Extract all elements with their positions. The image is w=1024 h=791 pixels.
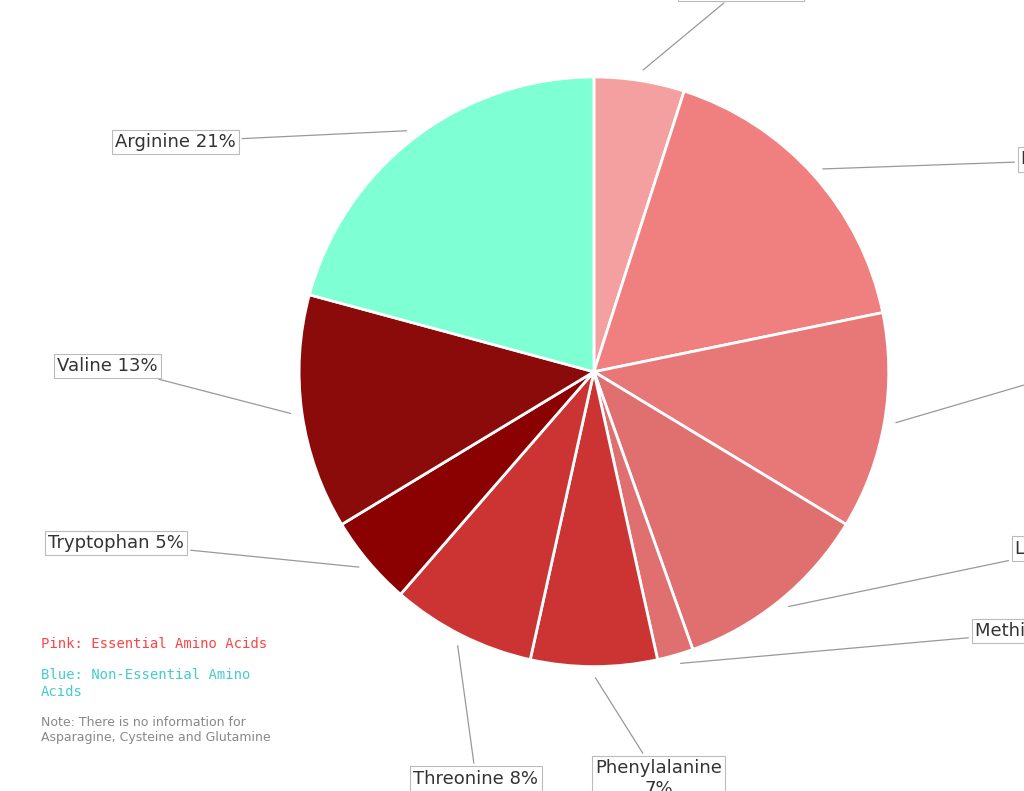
Text: Phenylalanine
7%: Phenylalanine 7% <box>595 678 722 791</box>
Wedge shape <box>594 372 693 660</box>
Text: Leucine 12%: Leucine 12% <box>896 357 1024 422</box>
Text: Isoleucine 17%: Isoleucine 17% <box>823 150 1024 169</box>
Wedge shape <box>309 77 594 372</box>
Text: Histidine 5 %: Histidine 5 % <box>643 0 801 70</box>
Text: Threonine 8%: Threonine 8% <box>414 645 539 788</box>
Wedge shape <box>400 372 594 660</box>
Text: Lysine 11%: Lysine 11% <box>788 539 1024 607</box>
Text: Methionine 2%: Methionine 2% <box>681 623 1024 664</box>
Wedge shape <box>594 372 846 649</box>
Wedge shape <box>594 91 883 372</box>
Text: Blue: Non-Essential Amino
Acids: Blue: Non-Essential Amino Acids <box>41 668 250 698</box>
Wedge shape <box>530 372 657 667</box>
Text: Pink: Essential Amino Acids: Pink: Essential Amino Acids <box>41 637 267 651</box>
Wedge shape <box>299 295 594 524</box>
Text: Tryptophan 5%: Tryptophan 5% <box>48 534 358 567</box>
Text: Valine 13%: Valine 13% <box>57 357 291 414</box>
Wedge shape <box>594 312 889 524</box>
Text: Arginine 21%: Arginine 21% <box>115 131 407 151</box>
Wedge shape <box>342 372 594 594</box>
Text: Note: There is no information for
Asparagine, Cysteine and Glutamine: Note: There is no information for Aspara… <box>41 716 270 744</box>
Wedge shape <box>594 77 684 372</box>
